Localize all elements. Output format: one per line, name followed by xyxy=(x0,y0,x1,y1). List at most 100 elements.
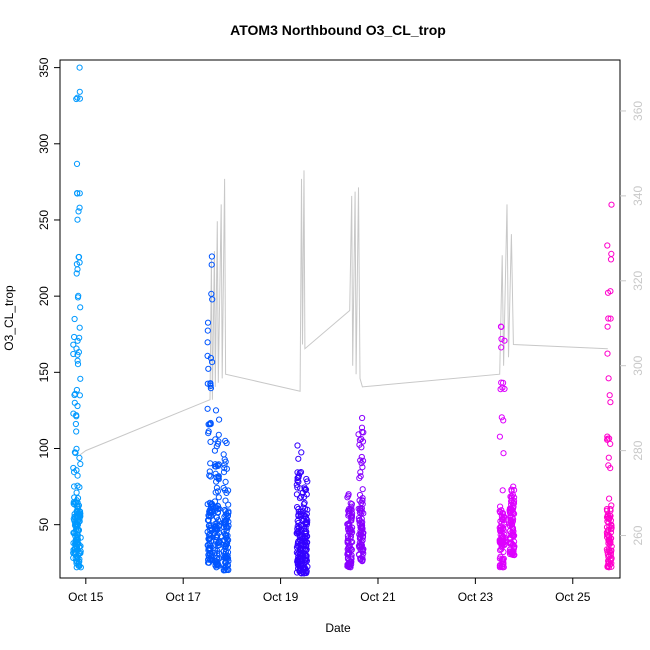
data-point xyxy=(222,548,229,556)
data-point xyxy=(205,365,212,372)
data-point xyxy=(212,538,219,545)
data-point xyxy=(303,528,310,535)
data-point xyxy=(75,518,82,525)
data-point xyxy=(206,468,213,475)
data-point xyxy=(293,549,300,556)
data-point xyxy=(222,497,229,504)
data-point xyxy=(604,350,611,357)
data-point xyxy=(295,455,302,462)
data-point xyxy=(70,464,77,472)
data-point xyxy=(207,501,214,508)
data-point xyxy=(294,477,301,484)
data-point xyxy=(214,561,221,568)
data-point xyxy=(70,350,77,358)
data-point xyxy=(496,536,503,544)
data-point xyxy=(74,216,81,223)
data-point xyxy=(212,562,219,569)
data-point xyxy=(71,315,78,323)
data-point xyxy=(204,327,211,334)
data-point xyxy=(499,510,507,517)
data-point xyxy=(347,545,354,552)
data-point xyxy=(216,542,223,549)
data-point xyxy=(344,538,351,545)
data-point xyxy=(71,469,78,476)
data-point xyxy=(213,474,220,481)
y2-tick-label: 360 xyxy=(631,101,645,121)
data-point xyxy=(606,512,613,519)
data-point xyxy=(347,500,354,507)
data-point xyxy=(509,505,517,512)
data-point xyxy=(604,527,612,534)
data-point xyxy=(74,533,81,541)
data-point xyxy=(223,510,230,518)
series-1 xyxy=(204,253,232,574)
data-point xyxy=(216,416,223,423)
data-point xyxy=(349,539,356,546)
data-point xyxy=(204,517,212,524)
data-point xyxy=(223,554,230,561)
data-point xyxy=(499,536,507,543)
data-point xyxy=(604,436,611,443)
data-point xyxy=(294,525,301,532)
y-tick-label: 150 xyxy=(37,362,51,382)
data-point xyxy=(76,64,83,71)
data-point xyxy=(298,449,305,456)
data-point xyxy=(76,324,83,331)
data-point xyxy=(498,507,505,514)
data-point xyxy=(225,537,232,544)
data-point xyxy=(359,464,366,471)
data-point xyxy=(206,472,213,479)
data-point xyxy=(221,530,228,538)
data-point xyxy=(215,438,222,445)
data-point xyxy=(299,517,306,525)
data-point xyxy=(207,542,214,550)
x-axis-label: Date xyxy=(325,621,351,635)
data-point xyxy=(605,537,612,544)
data-point xyxy=(74,357,81,364)
data-point xyxy=(75,527,83,534)
data-point xyxy=(345,492,352,499)
data-point xyxy=(607,256,615,263)
data-point xyxy=(74,190,81,197)
data-point xyxy=(77,304,84,311)
data-point xyxy=(215,431,222,438)
x-tick-label: Oct 25 xyxy=(555,590,591,604)
data-point xyxy=(360,550,367,557)
data-point xyxy=(510,551,517,559)
data-point xyxy=(604,433,611,440)
data-point xyxy=(499,556,507,563)
x-tick-label: Oct 15 xyxy=(68,590,104,604)
data-point xyxy=(359,486,366,493)
data-point xyxy=(608,250,615,257)
data-point xyxy=(356,516,363,523)
data-point xyxy=(497,386,504,393)
data-point xyxy=(508,532,515,539)
data-point xyxy=(76,392,84,399)
altitude-trace-line xyxy=(79,170,608,456)
x-tick-label: Oct 23 xyxy=(458,590,494,604)
data-point xyxy=(357,505,364,512)
data-point xyxy=(357,469,364,476)
data-point xyxy=(301,493,308,500)
data-point xyxy=(207,546,214,553)
data-point xyxy=(303,519,310,526)
data-point xyxy=(499,487,506,494)
data-point xyxy=(74,361,82,368)
data-point xyxy=(358,435,365,443)
y2-tick-label: 320 xyxy=(631,270,645,290)
data-point xyxy=(72,420,80,428)
data-point xyxy=(359,501,366,508)
data-point xyxy=(209,359,216,366)
data-point xyxy=(71,449,79,456)
data-point xyxy=(74,266,81,273)
data-point xyxy=(303,553,310,560)
data-point xyxy=(359,497,366,504)
data-point xyxy=(607,399,614,406)
data-point xyxy=(358,522,365,529)
data-point xyxy=(221,461,228,468)
data-point xyxy=(73,160,81,167)
data-point xyxy=(208,553,215,560)
data-point xyxy=(509,550,516,557)
data-point xyxy=(212,407,220,414)
data-point xyxy=(205,535,212,543)
